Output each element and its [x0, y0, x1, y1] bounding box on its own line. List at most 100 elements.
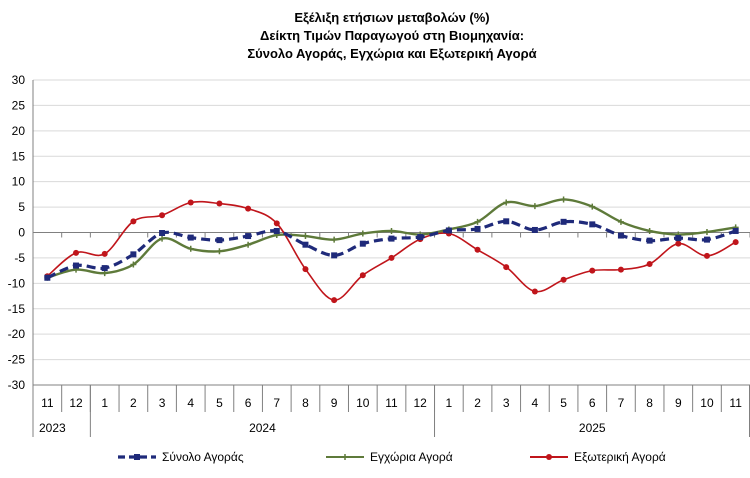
- data-point: [187, 245, 194, 252]
- data-point: [388, 227, 395, 234]
- legend-label: Σύνολο Αγοράς: [162, 450, 244, 464]
- data-point: [187, 234, 194, 241]
- y-tick-label: -15: [8, 302, 26, 316]
- x-tick-label: 3: [159, 396, 166, 410]
- chart-title: Εξέλιξη ετήσιων μεταβολών (%) Δείκτη Τιμ…: [247, 10, 536, 61]
- data-point: [159, 235, 166, 242]
- x-tick-label: 1: [101, 396, 108, 410]
- data-point: [273, 220, 280, 227]
- data-point: [245, 241, 252, 248]
- x-tick-label: 11: [41, 396, 54, 410]
- legend-marker: [342, 454, 348, 460]
- x-tick-label: 12: [69, 396, 83, 410]
- x-tick-label: 12: [414, 396, 428, 410]
- legend-marker: [546, 454, 552, 460]
- y-tick-label: -30: [8, 378, 26, 392]
- data-point: [732, 239, 739, 246]
- data-point: [101, 270, 108, 277]
- data-point: [617, 218, 624, 225]
- data-point: [703, 228, 710, 235]
- data-point: [503, 199, 510, 206]
- x-tick-label: 5: [216, 396, 223, 410]
- year-label: 2024: [249, 421, 276, 435]
- data-point: [503, 264, 510, 271]
- data-point: [531, 288, 538, 295]
- data-point: [560, 218, 567, 225]
- title-line-3: Σύνολο Αγοράς, Εγχώρια και Εξωτερική Αγο…: [247, 46, 536, 61]
- series-1: [44, 218, 739, 281]
- data-point: [388, 254, 395, 261]
- data-point: [703, 236, 710, 243]
- year-label: 2025: [579, 421, 606, 435]
- x-tick-label: 10: [700, 396, 714, 410]
- series-group: [44, 196, 739, 304]
- data-point: [732, 227, 739, 234]
- x-tick-label: 7: [273, 396, 280, 410]
- x-tick-label: 3: [503, 396, 510, 410]
- data-point: [703, 252, 710, 259]
- data-point: [73, 249, 80, 256]
- data-point: [331, 236, 338, 243]
- data-point: [417, 234, 424, 241]
- data-point: [302, 266, 309, 273]
- data-point: [159, 230, 166, 237]
- x-tick-label: 6: [589, 396, 596, 410]
- x-tick-label: 4: [532, 396, 539, 410]
- data-point: [531, 203, 538, 210]
- data-point: [503, 218, 510, 225]
- legend: Σύνολο Αγοράς Εγχώρια Αγορά Εξωτερική Αγορ…: [118, 450, 666, 464]
- data-point: [130, 218, 137, 225]
- y-tick-label: 5: [18, 200, 25, 214]
- x-tick-label: 11: [729, 396, 742, 410]
- data-point: [560, 276, 567, 283]
- data-point: [101, 265, 108, 272]
- legend-item: Εγχώρια Αγορά: [326, 450, 453, 464]
- data-point: [617, 232, 624, 239]
- y-tick-label: -10: [8, 276, 26, 290]
- x-tick-label: 2: [474, 396, 481, 410]
- data-point: [273, 227, 280, 234]
- legend-item: Σύνολο Αγοράς: [118, 450, 244, 464]
- data-point: [617, 266, 624, 273]
- data-point: [474, 218, 481, 225]
- title-line-2: Δείκτη Τιμών Παραγωγού στη Βιομηχανία:: [260, 28, 524, 43]
- data-point: [646, 227, 653, 234]
- data-point: [589, 203, 596, 210]
- data-point: [675, 240, 682, 247]
- data-point: [216, 200, 223, 207]
- data-point: [44, 274, 51, 281]
- y-tick-label: 15: [12, 149, 26, 163]
- data-point: [245, 205, 252, 212]
- y-tick-label: 20: [12, 124, 26, 138]
- data-point: [359, 230, 366, 237]
- y-tick-label: 10: [12, 175, 26, 189]
- x-tick-label: 9: [675, 396, 682, 410]
- data-point: [216, 248, 223, 255]
- x-tick-label: 2: [130, 396, 137, 410]
- legend-marker: [134, 454, 140, 460]
- data-point: [388, 235, 395, 242]
- data-point: [159, 212, 166, 219]
- x-tick-label: 11: [385, 396, 398, 410]
- title-line-1: Εξέλιξη ετήσιων μεταβολών (%): [294, 10, 489, 25]
- legend-label: Εξωτερική Αγορά: [574, 450, 666, 464]
- data-point: [302, 233, 309, 240]
- x-tick-label: 9: [331, 396, 338, 410]
- x-tick-label: 8: [646, 396, 653, 410]
- data-point: [359, 240, 366, 247]
- data-point: [445, 227, 452, 234]
- y-tick-label: -5: [14, 251, 25, 265]
- series-line: [46, 200, 737, 301]
- y-tick-label: -25: [8, 353, 26, 367]
- data-point: [560, 196, 567, 203]
- data-point: [646, 261, 653, 268]
- data-point: [589, 267, 596, 274]
- x-tick-label: 1: [446, 396, 453, 410]
- x-tick-label: 8: [302, 396, 309, 410]
- x-tick-label: 6: [245, 396, 252, 410]
- y-tick-label: 0: [18, 226, 25, 240]
- x-tick-label: 10: [356, 396, 370, 410]
- data-point: [245, 233, 252, 240]
